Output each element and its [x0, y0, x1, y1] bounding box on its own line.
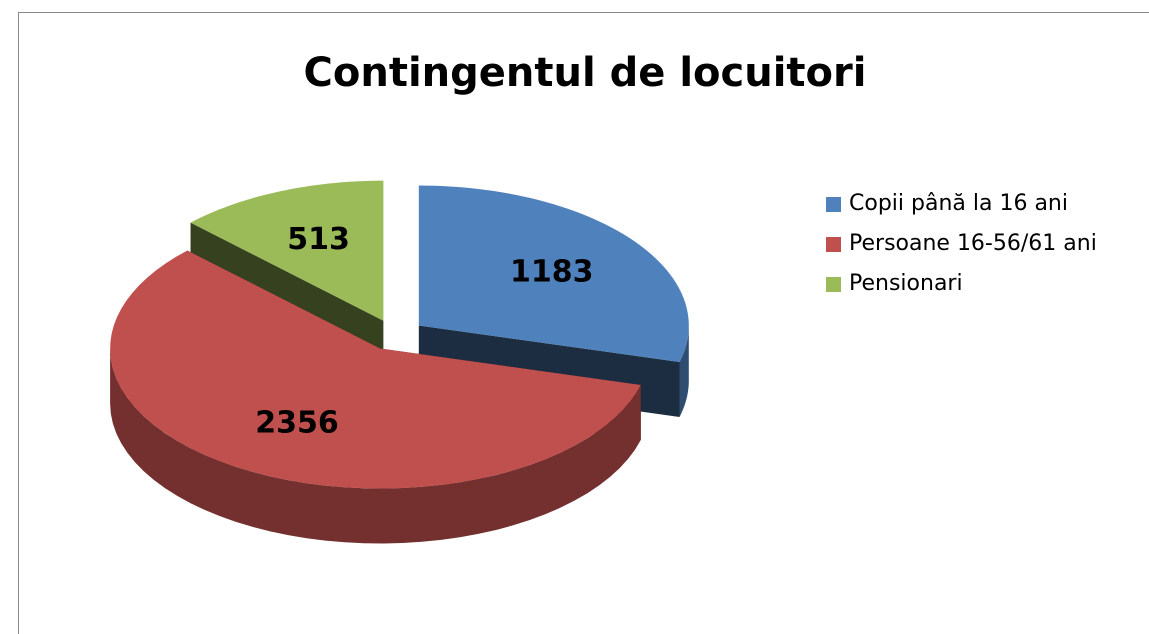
- slice-wall: [679, 325, 689, 418]
- data-label: 1183: [510, 254, 594, 289]
- data-label: 513: [287, 222, 350, 257]
- legend-swatch: [826, 277, 841, 292]
- slice: [110, 250, 641, 489]
- legend-label: Pensionari: [849, 271, 963, 296]
- legend-item: Copii până la 16 ani: [822, 188, 1112, 220]
- legend-item: Persoane 16-56/61 ani: [822, 228, 1112, 260]
- legend: Copii până la 16 ani Persoane 16-56/61 an…: [822, 188, 1112, 308]
- chart-title: Contingentul de locuitori: [304, 50, 867, 96]
- chart-frame: [18, 12, 1149, 634]
- legend-swatch: [826, 237, 841, 252]
- slice: [190, 180, 384, 321]
- slice-wall: [110, 348, 641, 544]
- slice: [418, 185, 689, 363]
- legend-item: Pensionari: [822, 268, 1112, 300]
- legend-label: Persoane 16-56/61 ani: [849, 231, 1097, 256]
- legend-label: Copii până la 16 ani: [849, 191, 1068, 216]
- legend-swatch: [826, 197, 841, 212]
- data-label: 2356: [255, 405, 339, 440]
